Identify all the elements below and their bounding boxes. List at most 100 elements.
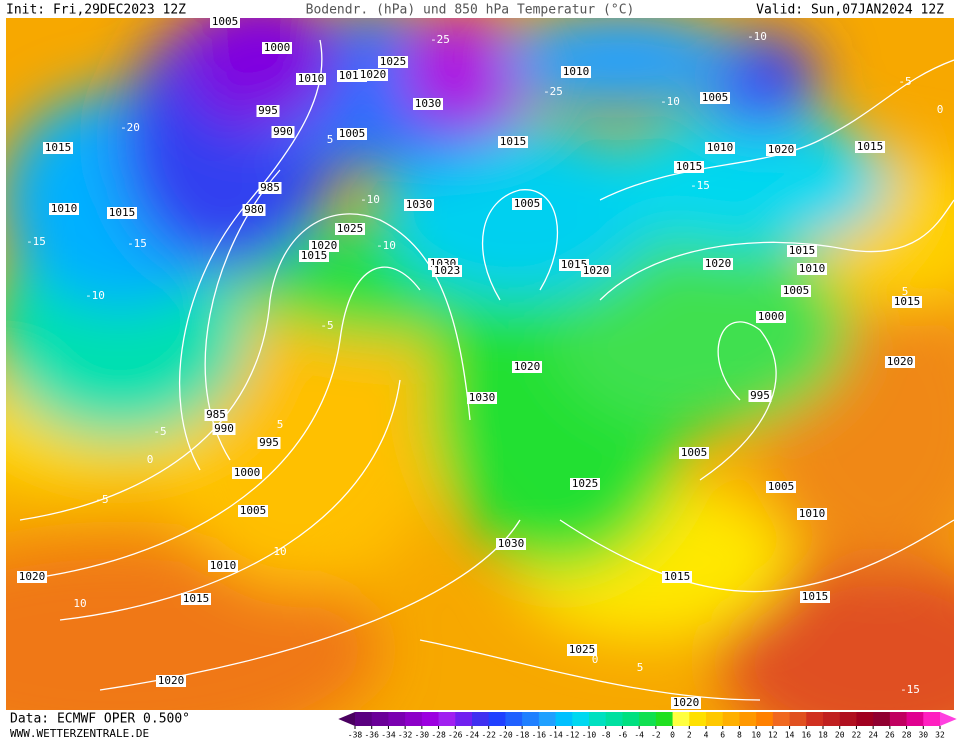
isobar-label: 1020: [768, 143, 795, 156]
isobar-label-box: [258, 182, 282, 194]
colorbar-swatch: [689, 712, 707, 726]
colorbar-swatch: [405, 712, 423, 726]
isobar-label: 1015: [676, 160, 703, 173]
colorbar-tick-label: 22: [852, 731, 862, 740]
isobar-label-box: [756, 311, 786, 323]
colorbar-tick-label: -24: [465, 731, 480, 740]
colorbar-swatch: [889, 712, 908, 726]
colorbar-tick-label: -28: [431, 731, 446, 740]
colorbar-tick-label: -26: [448, 731, 463, 740]
isobar-label-box: [498, 136, 528, 148]
colorbar-swatch: [355, 712, 373, 726]
colorbar-tick-label: 0: [670, 731, 675, 740]
isobar-label: 1015: [500, 135, 527, 148]
valid-time: Valid: Sun,07JAN2024 12Z: [756, 3, 944, 18]
temperature-label: -15: [26, 235, 46, 248]
isobar-label-box: [107, 207, 137, 219]
isobar-label: 1025: [337, 222, 364, 235]
isobar-label-box: [358, 69, 388, 81]
colorbar-swatch: [455, 712, 473, 726]
temperature-label: -25: [430, 33, 450, 46]
isobar-label-box: [204, 409, 228, 421]
isobar-label-box: [212, 423, 236, 435]
isobar-label-box: [512, 198, 542, 210]
colorbar-tick-label: 8: [737, 731, 742, 740]
colorbar-swatch: [823, 712, 841, 726]
isobar-label: 1010: [210, 559, 237, 572]
isobar-label-box: [432, 265, 462, 277]
colorbar-tick-label: -4: [634, 731, 644, 740]
colorbar-tick-label: 28: [902, 731, 912, 740]
temperature-label: -10: [376, 239, 396, 252]
colorbar-arrow: [338, 712, 355, 726]
isobar-label-box: [467, 392, 497, 404]
colorbar-tick-label: -22: [481, 731, 496, 740]
colorbar-tick-label: 24: [868, 731, 878, 740]
isobar-label-box: [781, 285, 811, 297]
colorbar: -38 -36 -34 -32 -30 -28 -26 -24 -22 -20 -18 -16 -14-…: [338, 712, 957, 740]
isobar-label-box: [413, 98, 443, 110]
temperature-label: -5: [320, 319, 333, 332]
isobar-label-box: [892, 296, 922, 308]
isobar-label-box: [787, 245, 817, 257]
isobar-label-box: [671, 697, 701, 709]
colorbar-tick-label: 32: [935, 731, 945, 740]
temperature-label: -15: [900, 683, 920, 696]
colorbar-tick-label: 12: [768, 731, 778, 740]
isobar-label: 1005: [681, 446, 708, 459]
isobar-label-box: [271, 126, 295, 138]
isobar-label-box: [766, 481, 796, 493]
isobar-label: 1015: [45, 141, 72, 154]
isobar-label-box: [49, 203, 79, 215]
temperature-label: -10: [360, 193, 380, 206]
isobar-label-box: [797, 508, 827, 520]
isobar-label-box: [156, 675, 186, 687]
isobar-label: 1000: [758, 310, 785, 323]
colorbar-tick-label: 16: [801, 731, 811, 740]
temperature-label: -5: [95, 493, 108, 506]
colorbar-swatch: [806, 712, 824, 726]
isobar-label: 990: [273, 125, 293, 138]
isobar-label: 1005: [240, 504, 267, 517]
colorbar-tick-label: -38: [348, 731, 363, 740]
isobar-label: 995: [258, 104, 278, 117]
isobar-label: 980: [244, 203, 264, 216]
isobar-label-box: [581, 265, 611, 277]
isobar-label: 1005: [702, 91, 729, 104]
isobar-label: 1030: [498, 537, 525, 550]
colorbar-tick-label: -18: [515, 731, 530, 740]
isobar-label-box: [238, 505, 268, 517]
isobar-label-box: [181, 593, 211, 605]
temperature-label: -10: [85, 289, 105, 302]
isobar-label: 1030: [415, 97, 442, 110]
colorbar-swatch: [605, 712, 623, 726]
temperature-label: 10: [73, 597, 86, 610]
colorbar-tick-label: 18: [818, 731, 828, 740]
temperature-label: 0: [937, 103, 944, 116]
isobar-label: 1005: [783, 284, 810, 297]
isobar-label: 995: [750, 389, 770, 402]
temperature-label: -25: [543, 85, 563, 98]
isobar-label: 990: [214, 422, 234, 435]
isobar-label-box: [257, 437, 281, 449]
colorbar-tick-label: 26: [885, 731, 895, 740]
colorbar-swatch: [555, 712, 573, 726]
colorbar-swatch: [839, 712, 857, 726]
isobar-label-box: [262, 42, 292, 54]
isobar-label: 1025: [569, 643, 596, 656]
isobar-label-box: [679, 447, 709, 459]
isobar-label: 1015: [664, 570, 691, 583]
colorbar-swatch: [706, 712, 724, 726]
isobar-label: 1015: [301, 249, 328, 262]
isobar-label: 1010: [707, 141, 734, 154]
temperature-label: -5: [153, 425, 166, 438]
isobar-label: 1010: [563, 65, 590, 78]
isobar-label-box: [335, 223, 365, 235]
isobar-label: 1000: [264, 41, 291, 54]
colorbar-tick-label: -6: [618, 731, 628, 740]
isobar-label: 1010: [799, 507, 826, 520]
isobar-label: 1015: [789, 244, 816, 257]
isobar-label: 1015: [183, 592, 210, 605]
isobar-label: 1015: [109, 206, 136, 219]
colorbar-swatch: [488, 712, 506, 726]
